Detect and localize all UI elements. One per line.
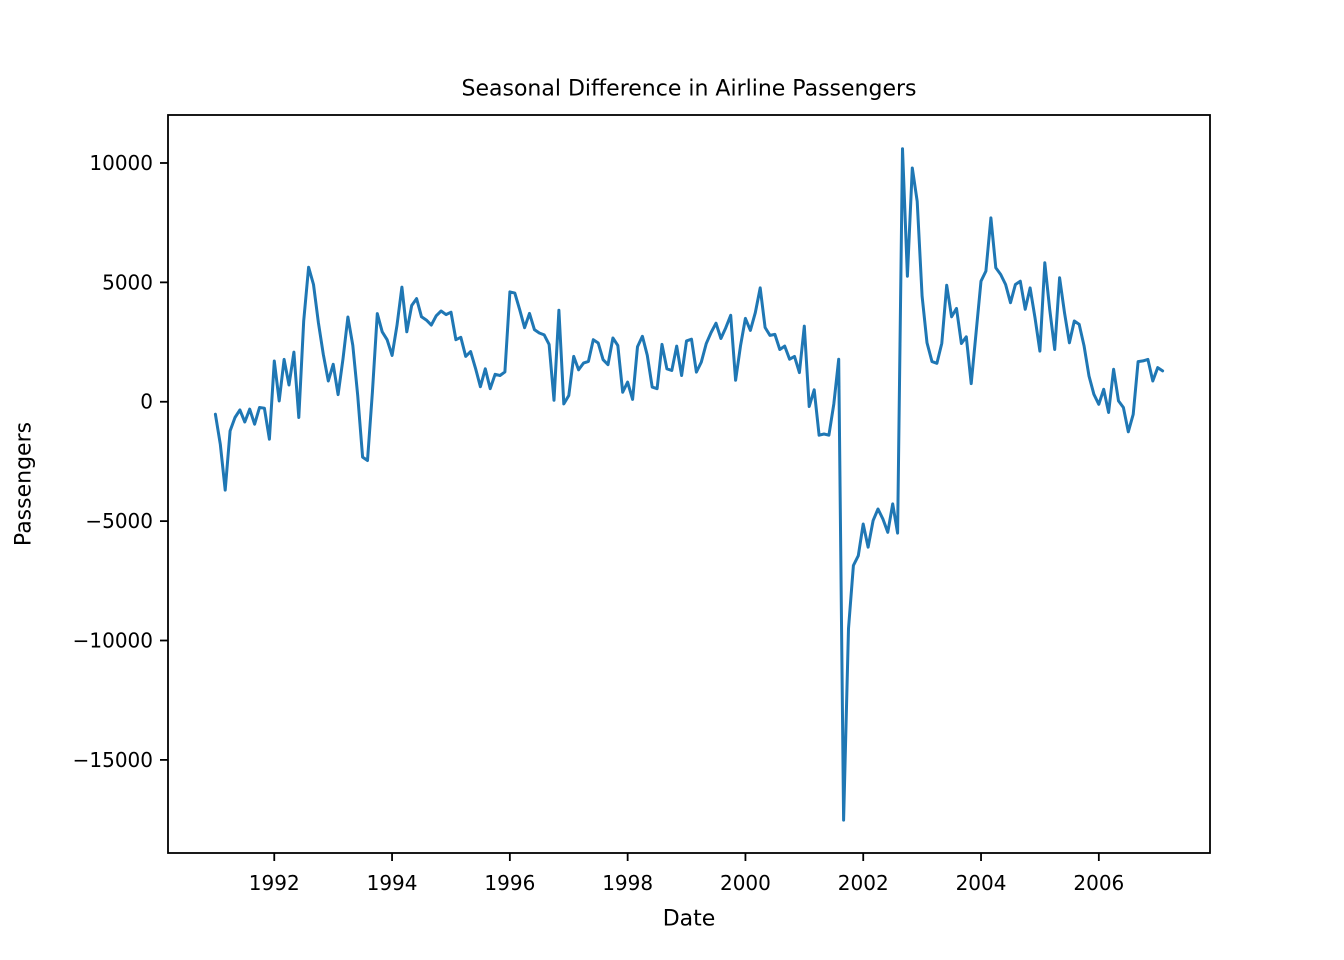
- x-tick-label: 2000: [720, 871, 771, 895]
- x-tick-label: 2004: [956, 871, 1007, 895]
- series-line-airline-passengers: [213, 147, 1165, 822]
- x-axis-label: Date: [662, 906, 716, 932]
- x-tick-label: 1996: [484, 871, 535, 895]
- x-tick-label: 2006: [1073, 871, 1124, 895]
- y-tick-label: −15000: [73, 748, 153, 772]
- axes-box: [167, 114, 1211, 854]
- y-tick-label: 10000: [89, 151, 153, 175]
- y-tick-label: 5000: [102, 270, 153, 294]
- x-tick-label: 1998: [602, 871, 653, 895]
- chart-title: Seasonal Difference in Airline Passenger…: [461, 76, 917, 102]
- y-tick-label: −10000: [73, 629, 153, 653]
- y-axis-ticks: 10000 5000 0 −5000 −10000 −15000: [73, 151, 168, 772]
- x-axis-ticks: 1992 1994 1996 1998 2000 2002 2004 2006: [249, 853, 1124, 895]
- y-tick-label: 0: [140, 390, 153, 414]
- y-tick-label: −5000: [85, 509, 153, 533]
- x-tick-label: 2002: [838, 871, 889, 895]
- x-tick-label: 1992: [249, 871, 300, 895]
- x-tick-label: 1994: [367, 871, 418, 895]
